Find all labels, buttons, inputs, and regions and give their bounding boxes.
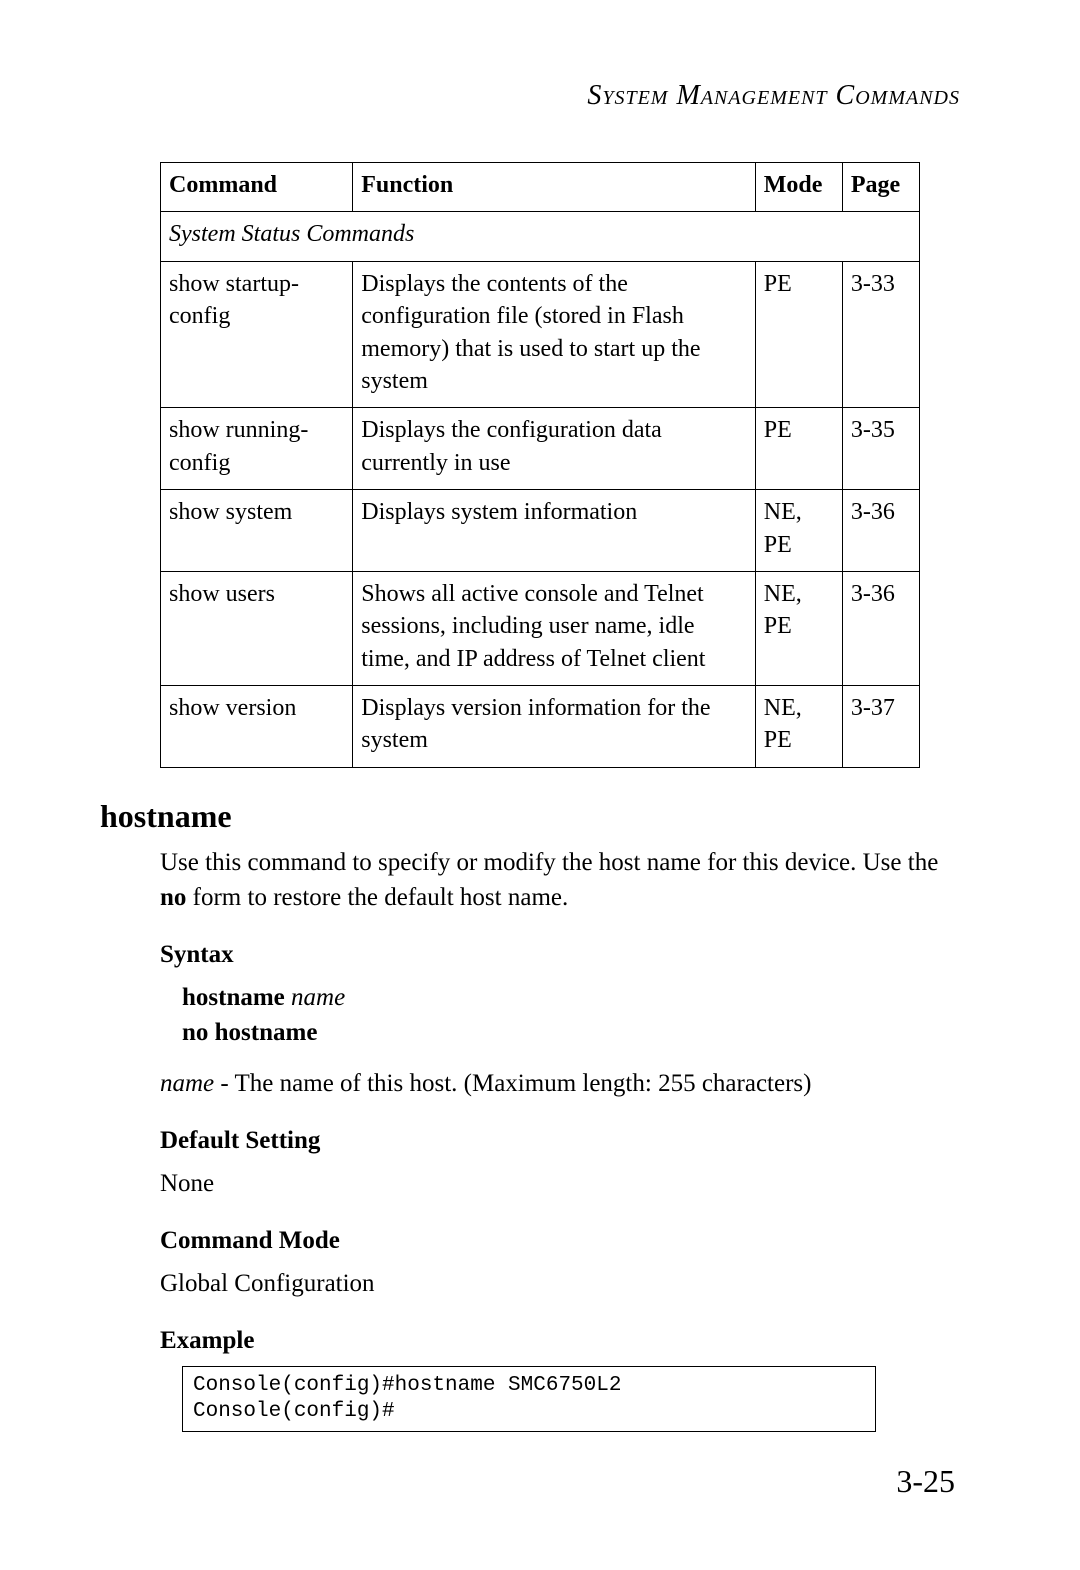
cell-page: 3-33 [842, 261, 919, 408]
syntax-line-2: no hostname [182, 1015, 960, 1050]
cell-command: show running-config [161, 408, 353, 490]
syntax-heading: Syntax [160, 937, 960, 972]
syntax-line-1: hostname name [182, 980, 960, 1015]
table-row: show version Displays version informatio… [161, 686, 920, 768]
desc-pre: Use this command to specify or modify th… [160, 849, 938, 876]
cell-mode: PE [755, 261, 842, 408]
table-section-title: System Status Commands [161, 212, 920, 261]
command-body: Use this command to specify or modify th… [160, 845, 960, 1433]
example-heading: Example [160, 1323, 960, 1358]
th-mode: Mode [755, 163, 842, 212]
command-description: Use this command to specify or modify th… [160, 845, 960, 915]
cell-mode: NE, PE [755, 490, 842, 572]
mode-heading: Command Mode [160, 1223, 960, 1258]
commands-table: Command Function Mode Page System Status… [160, 162, 920, 768]
syntax-desc-ital: name [160, 1070, 214, 1097]
cell-mode: NE, PE [755, 686, 842, 768]
cell-page: 3-36 [842, 571, 919, 685]
page-number: 3-25 [896, 1463, 955, 1500]
table-row: show startup-config Displays the content… [161, 261, 920, 408]
example-code: Console(config)#hostname SMC6750L2 Conso… [182, 1366, 876, 1433]
th-page: Page [842, 163, 919, 212]
table-row: show users Shows all active console and … [161, 571, 920, 685]
th-function: Function [353, 163, 756, 212]
page: System Management Commands Command Funct… [0, 0, 1080, 1570]
table-row: show system Displays system information … [161, 490, 920, 572]
mode-value: Global Configuration [160, 1266, 960, 1301]
cell-page: 3-35 [842, 408, 919, 490]
cell-function: Displays the contents of the configurati… [353, 261, 756, 408]
syntax-1-bold: hostname [182, 984, 285, 1011]
syntax-1-ital: name [291, 984, 345, 1011]
cell-mode: NE, PE [755, 571, 842, 685]
th-command: Command [161, 163, 353, 212]
command-title: hostname [100, 798, 960, 835]
cell-function: Displays the configuration data currentl… [353, 408, 756, 490]
page-header: System Management Commands [100, 80, 960, 112]
cell-command: show version [161, 686, 353, 768]
cell-function: Displays system information [353, 490, 756, 572]
default-heading: Default Setting [160, 1123, 960, 1158]
cell-command: show users [161, 571, 353, 685]
cell-page: 3-36 [842, 490, 919, 572]
cell-mode: PE [755, 408, 842, 490]
cell-command: show startup-config [161, 261, 353, 408]
syntax-description: name - The name of this host. (Maximum l… [160, 1066, 960, 1101]
cell-command: show system [161, 490, 353, 572]
table-header-row: Command Function Mode Page [161, 163, 920, 212]
syntax-desc-rest: - The name of this host. (Maximum length… [214, 1070, 811, 1097]
cell-function: Displays version information for the sys… [353, 686, 756, 768]
cell-page: 3-37 [842, 686, 919, 768]
cell-function: Shows all active console and Telnet sess… [353, 571, 756, 685]
table-row: show running-config Displays the configu… [161, 408, 920, 490]
syntax-block: hostname name no hostname [182, 980, 960, 1050]
desc-bold: no [160, 884, 186, 911]
table-section-row: System Status Commands [161, 212, 920, 261]
default-value: None [160, 1166, 960, 1201]
desc-post: form to restore the default host name. [186, 884, 568, 911]
